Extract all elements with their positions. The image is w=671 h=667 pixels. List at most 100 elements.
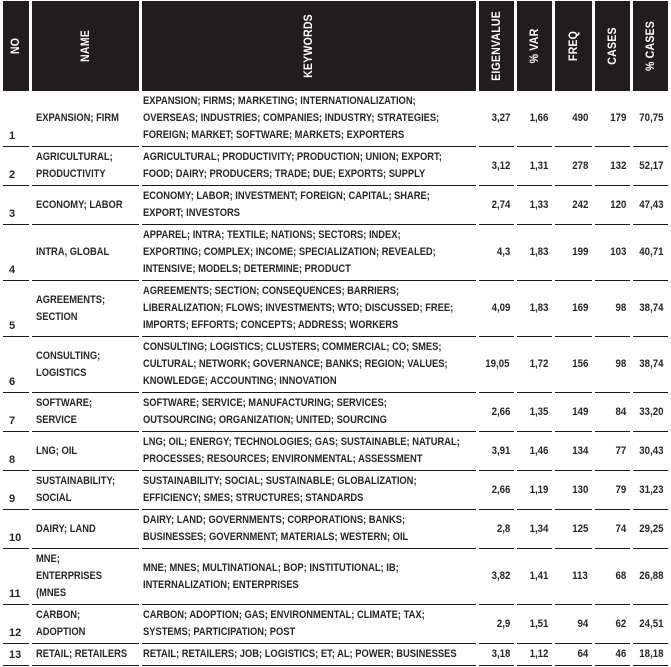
cell-pct-cases: 38,74: [633, 337, 668, 393]
cell-eigenvalue: 3,18: [479, 644, 514, 666]
cell-freq: 130: [555, 471, 592, 510]
cell-freq: 242: [555, 186, 592, 225]
cell-pct-cases-text: 38,74: [639, 358, 664, 370]
cell-name: MNE; ENTERPRISES (MNES: [32, 549, 139, 605]
cell-pct-var-text: 1,31: [529, 159, 548, 172]
table-row: 8 LNG; OIL LNG; OIL; ENERGY; TECHNOLOGIE…: [3, 432, 668, 471]
cell-freq: 149: [555, 393, 592, 432]
cell-pct-var: 1,19: [517, 471, 552, 510]
cell-cases: 79: [595, 471, 630, 510]
cell-pct-cases: 47,43: [633, 186, 668, 225]
cell-pct-cases: 33,20: [633, 393, 668, 432]
cell-keywords-text: RETAIL; RETAILERS; JOB; LOGISTICS; ET; A…: [143, 648, 457, 660]
cell-pct-var: 1,33: [517, 186, 552, 225]
cell-eigenvalue: 3,27: [479, 91, 514, 147]
cell-eigenvalue: 4,3: [479, 225, 514, 281]
cell-pct-var: 1,12: [517, 644, 552, 666]
col-header-eigenvalue: EIGENVALUE: [479, 1, 514, 91]
cell-pct-cases: 31,23: [633, 471, 668, 510]
cell-cases: 46: [595, 644, 630, 666]
cell-keywords-text: ECONOMY; LABOR; INVESTMENT; FOREIGN; CAP…: [143, 190, 430, 219]
cell-cases: 62: [595, 605, 630, 644]
cell-freq-text: 64: [577, 648, 588, 660]
col-header-no: NO: [3, 1, 29, 91]
cell-name: SUSTAINABILITY; SOCIAL: [32, 471, 139, 510]
cell-keywords-text: CONSULTING; LOGISTICS; CLUSTERS; COMMERC…: [143, 341, 448, 387]
cell-eigenvalue-text: 3,82: [491, 570, 510, 582]
cell-freq-text: 130: [571, 483, 588, 496]
cell-eigenvalue: 2,9: [479, 605, 514, 644]
cell-freq: 490: [555, 91, 592, 147]
col-header-pct-cases: % CASES: [633, 1, 668, 91]
cell-eigenvalue: 3,91: [479, 432, 514, 471]
cell-pct-cases: 26,88: [633, 549, 668, 605]
cell-no: 12: [3, 605, 29, 644]
cell-pct-cases-text: 40,71: [639, 246, 664, 258]
col-header-eigenvalue-label: EIGENVALUE: [490, 11, 503, 81]
col-header-pct-cases-label: % CASES: [644, 20, 657, 72]
table-row: 12 CARBON; ADOPTION CARBON; ADOPTION; GA…: [3, 605, 668, 644]
cell-name-text: ECONOMY; LABOR: [36, 198, 123, 211]
cell-name: CONSULTING; LOGISTICS: [32, 337, 139, 393]
table-row: 1 EXPANSION; FIRM EXPANSION; FIRMS; MARK…: [3, 91, 668, 147]
cell-pct-cases-text: 33,20: [639, 405, 664, 418]
cell-cases: 68: [595, 549, 630, 605]
cell-freq: 199: [555, 225, 592, 281]
table-row: 4 INTRA, GLOBAL APPAREL; INTRA; TEXTILE;…: [3, 225, 668, 281]
col-header-pct-var: % VAR: [517, 1, 552, 91]
cell-cases: 77: [595, 432, 630, 471]
cell-keywords: CARBON; ADOPTION; GAS; ENVIRONMENTAL; CL…: [142, 605, 476, 644]
cell-eigenvalue-text: 2,9: [496, 617, 510, 630]
cell-eigenvalue: 3,82: [479, 549, 514, 605]
cell-name-text: LNG; OIL: [36, 444, 78, 457]
cell-cases-text: 62: [615, 617, 626, 630]
cell-pct-cases-text: 52,17: [639, 159, 664, 172]
cell-eigenvalue: 2,74: [479, 186, 514, 225]
table-row: 13 RETAIL; RETAILERS RETAIL; RETAILERS; …: [3, 644, 668, 666]
cell-cases-text: 46: [615, 648, 626, 660]
cell-cases: 179: [595, 91, 630, 147]
table-row: 10 DAIRY; LAND DAIRY; LAND; GOVERNMENTS;…: [3, 510, 668, 549]
cell-keywords: EXPANSION; FIRMS; MARKETING; INTERNATION…: [142, 91, 476, 147]
table-body: 1 EXPANSION; FIRM EXPANSION; FIRMS; MARK…: [3, 91, 668, 666]
cell-name-text: SUSTAINABILITY; SOCIAL: [36, 475, 116, 504]
cell-no: 7: [3, 393, 29, 432]
cell-freq-text: 242: [571, 198, 588, 211]
cell-freq: 64: [555, 644, 592, 666]
cell-name: AGREEMENTS; SECTION: [32, 281, 139, 337]
col-header-name-label: NAME: [79, 30, 92, 62]
cell-pct-cases: 24,51: [633, 605, 668, 644]
cell-pct-cases: 52,17: [633, 147, 668, 186]
cell-keywords: SOFTWARE; SERVICE; MANUFACTURING; SERVIC…: [142, 393, 476, 432]
cell-pct-cases-text: 31,23: [639, 483, 664, 496]
cell-name-text: AGREEMENTS; SECTION: [36, 293, 106, 323]
cell-keywords-text: EXPANSION; FIRMS; MARKETING; INTERNATION…: [143, 95, 440, 141]
cell-freq: 156: [555, 337, 592, 393]
cell-name-text: CONSULTING; LOGISTICS: [36, 349, 101, 379]
cell-keywords: SUSTAINABILITY; SOCIAL; SUSTAINABLE; GLO…: [142, 471, 476, 510]
cell-keywords: AGREEMENTS; SECTION; CONSEQUENCES; BARRI…: [142, 281, 476, 337]
cell-pct-cases: 38,74: [633, 281, 668, 337]
cell-cases: 98: [595, 337, 630, 393]
cell-cases-text: 103: [609, 246, 626, 258]
header-row: NO NAME KEYWORDS EIGENVALUE % VAR FREQ C…: [3, 1, 668, 91]
cell-keywords: AGRICULTURAL; PRODUCTIVITY; PRODUCTION; …: [142, 147, 476, 186]
cell-pct-var-text: 1,66: [529, 112, 548, 124]
col-header-freq-label: FREQ: [567, 30, 580, 62]
cell-name: LNG; OIL: [32, 432, 139, 471]
cell-keywords: MNE; MNES; MULTINATIONAL; BOP; INSTITUTI…: [142, 549, 476, 605]
cell-keywords: DAIRY; LAND; GOVERNMENTS; CORPORATIONS; …: [142, 510, 476, 549]
cell-pct-cases-text: 26,88: [639, 570, 664, 582]
cell-pct-cases-text: 47,43: [639, 198, 664, 211]
cell-name: INTRA, GLOBAL: [32, 225, 139, 281]
table-header: NO NAME KEYWORDS EIGENVALUE % VAR FREQ C…: [3, 1, 668, 91]
cell-keywords: APPAREL; INTRA; TEXTILE; NATIONS; SECTOR…: [142, 225, 476, 281]
cell-freq-text: 199: [571, 246, 588, 258]
cell-freq-text: 490: [571, 112, 588, 124]
cell-cases: 132: [595, 147, 630, 186]
cell-freq-text: 149: [571, 405, 588, 418]
cell-pct-var: 1,35: [517, 393, 552, 432]
cell-eigenvalue-text: 3,91: [491, 444, 510, 457]
cell-freq: 113: [555, 549, 592, 605]
